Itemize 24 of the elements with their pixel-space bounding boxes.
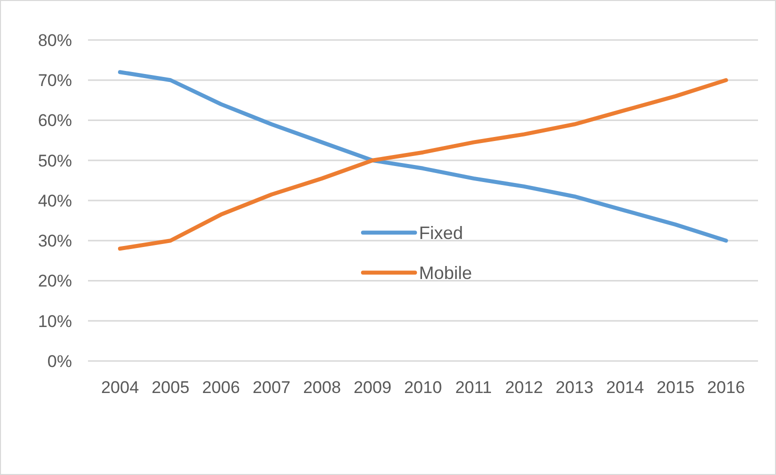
x-tick-label: 2008 [303,378,341,397]
x-tick-label: 2006 [202,378,240,397]
x-tick-label: 2015 [656,378,694,397]
x-tick-label: 2009 [354,378,392,397]
y-tick-label: 50% [38,151,72,170]
x-tick-label: 2005 [152,378,190,397]
y-tick-label: 60% [38,111,72,130]
x-tick-label: 2016 [707,378,745,397]
y-tick-label: 0% [47,352,72,371]
y-tick-label: 30% [38,232,72,251]
x-tick-label: 2004 [101,378,139,397]
legend-label: Mobile [419,262,472,283]
y-tick-label: 40% [38,191,72,210]
x-tick-label: 2011 [455,378,492,397]
y-tick-label: 20% [38,272,72,291]
y-tick-label: 10% [38,312,72,331]
x-tick-label: 2010 [404,378,442,397]
x-tick-label: 2007 [252,378,290,397]
legend-label: Fixed [419,222,464,243]
x-tick-label: 2013 [556,378,594,397]
x-tick-label: 2014 [606,378,644,397]
y-tick-label: 70% [38,71,72,90]
y-tick-label: 80% [38,30,72,50]
x-tick-label: 2012 [505,378,543,397]
